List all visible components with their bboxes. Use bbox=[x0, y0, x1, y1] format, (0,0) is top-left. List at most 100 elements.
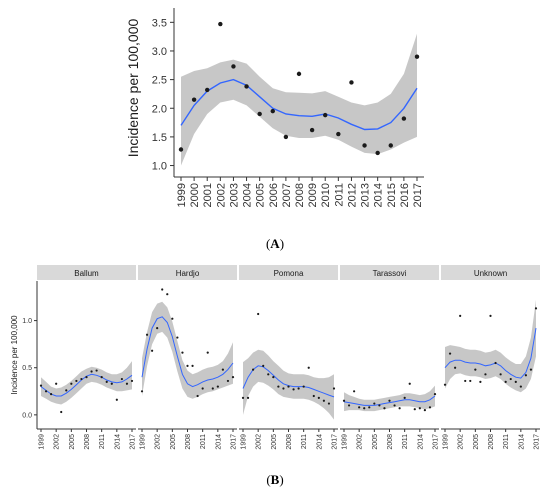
facet-strip-label: Pomona bbox=[274, 269, 304, 278]
panel-a-x-tick-label: 2017 bbox=[412, 183, 424, 207]
panel-a-x-tick-label: 2016 bbox=[399, 183, 411, 207]
facet-data-point bbox=[322, 399, 325, 402]
panel-a-y-tick-label: 1.5 bbox=[152, 132, 167, 144]
facet-data-point bbox=[292, 388, 295, 391]
facet-data-point bbox=[44, 390, 48, 393]
panel-b-y-tick-label: 1.0 bbox=[22, 318, 32, 325]
panel-a-data-point bbox=[205, 87, 210, 93]
facet-x-tick-label: 1999 bbox=[241, 434, 248, 450]
facet-strip-label: Hardjo bbox=[176, 269, 200, 278]
panel-a-data-point bbox=[362, 143, 367, 148]
facet-data-point bbox=[433, 393, 437, 396]
facet-data-point bbox=[307, 366, 310, 369]
facet-data-point bbox=[368, 406, 371, 409]
facet-data-point bbox=[231, 376, 235, 379]
panel-a-data-point bbox=[388, 143, 393, 148]
facet-data-point bbox=[484, 373, 487, 376]
facet-data-point bbox=[156, 327, 159, 330]
panel-b-y-tick-label: 0.0 bbox=[22, 412, 32, 419]
facet-data-point bbox=[423, 409, 426, 412]
facet-x-tick-label: 1999 bbox=[342, 434, 349, 450]
facet-data-point bbox=[196, 394, 199, 398]
facet-data-point bbox=[358, 406, 361, 409]
panel-a-x-tick-label: 1999 bbox=[176, 183, 188, 207]
panel-a-y-axis-label: Incidence per 100,000 bbox=[125, 19, 141, 158]
facet-x-tick-label: 2017 bbox=[433, 434, 440, 450]
facet-data-point bbox=[459, 314, 462, 317]
facet-data-point bbox=[378, 404, 381, 407]
panel-a-x-tick-label: 2013 bbox=[360, 183, 372, 207]
panel-a-data-point bbox=[323, 112, 328, 118]
facet-data-point bbox=[216, 385, 219, 388]
facet-x-tick-label: 2002 bbox=[458, 434, 465, 450]
panel-a-caption-letter: A bbox=[270, 236, 280, 251]
facet-data-point bbox=[479, 380, 482, 383]
facet-data-point bbox=[90, 370, 93, 373]
panel-a-x-tick-label: 2011 bbox=[333, 183, 345, 207]
panel-a-data-point bbox=[349, 80, 354, 85]
facet-data-point bbox=[398, 407, 401, 410]
facet-data-point bbox=[70, 382, 73, 385]
panel-a-caption: (A) bbox=[266, 236, 284, 251]
facet-data-point bbox=[115, 398, 118, 401]
facet-x-tick-label: 2011 bbox=[200, 434, 207, 449]
panel-a-x-tick-label: 2009 bbox=[307, 183, 319, 207]
facet-data-point bbox=[39, 384, 43, 387]
facet-confidence-band bbox=[142, 301, 233, 399]
facet-ballum: Ballum 1999 2002 2005 2008 2011 2014 2017 bbox=[37, 265, 137, 450]
panel-a-data-point bbox=[218, 21, 223, 27]
panel-a-data-point bbox=[296, 71, 302, 77]
facet-data-point bbox=[105, 380, 108, 383]
facet-data-point bbox=[332, 387, 336, 390]
facet-data-point bbox=[171, 317, 174, 320]
facet-data-point bbox=[413, 408, 416, 411]
facet-x-tick-label: 2011 bbox=[301, 434, 308, 449]
facet-data-point bbox=[206, 351, 209, 354]
panel-a-x-tick-label: 2004 bbox=[242, 183, 254, 207]
facet-x-tick-label: 2005 bbox=[473, 434, 480, 450]
facet-data-point bbox=[353, 390, 356, 393]
facet-data-point bbox=[75, 379, 78, 383]
facet-x-tick-label: 2017 bbox=[231, 434, 238, 450]
facet-strip bbox=[441, 265, 540, 280]
facet-data-point bbox=[469, 379, 472, 383]
facet-data-point bbox=[176, 336, 179, 339]
facet-data-point bbox=[50, 393, 53, 396]
panel-a-x-tick-label: 2002 bbox=[215, 183, 227, 207]
facet-data-point bbox=[257, 312, 260, 316]
panel-a-y-tick-label: 1.0 bbox=[152, 161, 167, 173]
facet-confidence-band bbox=[41, 361, 132, 405]
facet-strip bbox=[340, 265, 439, 280]
facet-x-tick-label: 2011 bbox=[503, 434, 510, 449]
facet-x-tick-label: 2017 bbox=[534, 434, 541, 450]
facet-data-point bbox=[262, 364, 265, 367]
facet-smooth-line bbox=[343, 395, 436, 406]
facet-smooth-line bbox=[444, 328, 537, 379]
facet-x-tick-label: 2014 bbox=[215, 434, 222, 450]
facet-confidence-band bbox=[243, 349, 334, 420]
panel-a-data-point bbox=[270, 108, 275, 114]
facet-data-point bbox=[130, 379, 134, 383]
facet-data-point bbox=[499, 373, 502, 376]
panel-a-y-tick-label: 3.5 bbox=[152, 17, 167, 29]
facet-data-point bbox=[418, 407, 421, 410]
facet-x-tick-label: 2014 bbox=[316, 434, 323, 450]
facet-data-point bbox=[55, 382, 58, 385]
facet-data-point bbox=[347, 404, 351, 407]
facet-data-point bbox=[363, 407, 366, 410]
panel-a-confidence-band bbox=[181, 33, 417, 166]
facet-data-point bbox=[443, 383, 447, 386]
facet-data-point bbox=[312, 394, 315, 398]
panel-a-x-tick-label: 2005 bbox=[255, 183, 267, 207]
panel-a-data-point bbox=[414, 54, 420, 59]
facet-x-tick-label: 2008 bbox=[286, 434, 293, 450]
facet-x-tick-label: 2005 bbox=[271, 434, 278, 450]
facet-x-tick-label: 2011 bbox=[402, 434, 409, 449]
facet-x-tick-label: 2008 bbox=[84, 434, 91, 450]
panel-a-y-tick-label: 2.0 bbox=[152, 103, 167, 115]
facet-data-point bbox=[191, 364, 194, 367]
facet-data-point bbox=[161, 288, 164, 291]
facet-data-point bbox=[277, 385, 280, 388]
facet-x-tick-label: 2002 bbox=[256, 434, 263, 450]
facet-data-point bbox=[246, 396, 250, 399]
